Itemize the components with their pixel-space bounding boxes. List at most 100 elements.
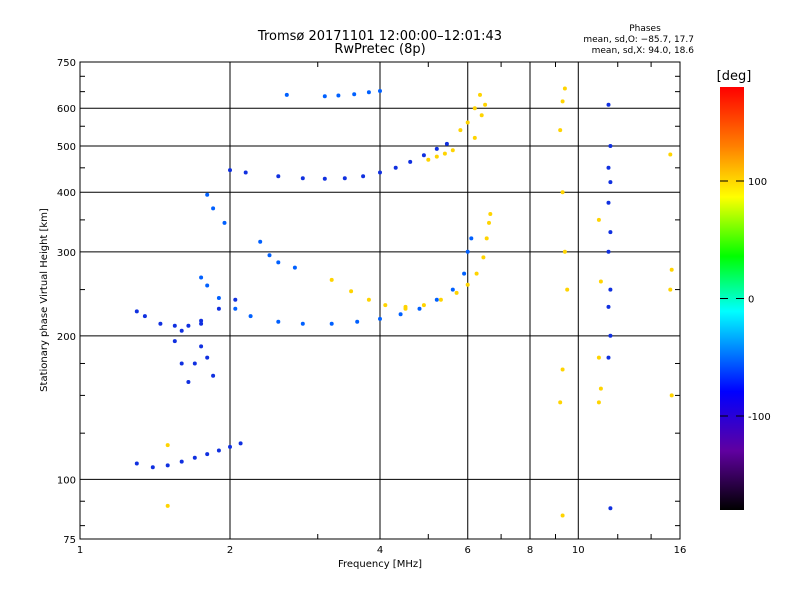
data-point [458, 128, 463, 133]
data-point [292, 265, 297, 270]
y-tick-label: 75 [63, 535, 76, 546]
x-tick-label: 4 [377, 545, 383, 556]
data-point [606, 355, 611, 360]
data-point [366, 90, 371, 95]
y-axis-label: Stationary phase Virtual Height [km] [39, 208, 50, 392]
x-axis-label: Frequency [MHz] [338, 559, 422, 570]
data-point [487, 220, 491, 225]
data-point [608, 333, 613, 338]
data-point [608, 506, 613, 511]
data-point [465, 120, 470, 125]
data-point [488, 212, 493, 216]
data-point [408, 159, 413, 164]
data-point [434, 297, 439, 302]
data-point [243, 170, 248, 175]
data-point [165, 463, 170, 468]
y-tick-label: 500 [57, 142, 76, 153]
data-point [284, 92, 289, 97]
data-point [186, 323, 191, 328]
x-tick-label: 2 [227, 545, 233, 556]
plot-frame [79, 61, 681, 540]
data-point [233, 306, 238, 311]
stats-heading: Phases [629, 24, 661, 34]
chart-subtitle: RwPretec (8p) [334, 42, 425, 57]
data-point [258, 239, 263, 244]
data-point [349, 289, 354, 294]
data-point [134, 309, 139, 314]
x-tick-label: 1 [77, 545, 83, 556]
data-point [598, 279, 603, 284]
data-point [165, 443, 170, 448]
data-point [300, 176, 305, 181]
data-point [417, 306, 422, 311]
data-point [267, 253, 272, 258]
y-tick-label: 300 [57, 248, 76, 259]
data-point [606, 304, 611, 309]
data-point [158, 321, 163, 326]
data-point [383, 303, 388, 308]
data-point [378, 89, 382, 93]
data-point [669, 267, 674, 272]
data-point [596, 217, 601, 222]
data-point [165, 503, 170, 508]
data-point [558, 128, 563, 133]
x-tick-label: 8 [527, 545, 533, 556]
data-point [398, 312, 403, 317]
data-point [205, 283, 210, 288]
data-point [276, 174, 281, 179]
data-point [598, 386, 603, 391]
data-point [465, 249, 470, 254]
data-point [352, 92, 357, 97]
data-point [606, 165, 611, 170]
y-tick-label: 750 [57, 58, 76, 69]
data-point [608, 287, 613, 292]
data-point [361, 174, 366, 179]
stats-o-mode: mean, sd,O: −85.7, 17.7 [583, 35, 694, 45]
data-point [336, 93, 341, 98]
data-point [596, 400, 601, 405]
colorbar-label: [deg] [717, 69, 752, 84]
data-point [211, 206, 216, 211]
data-point [172, 323, 177, 328]
data-point [199, 275, 204, 280]
data-point [228, 444, 232, 449]
data-point [276, 319, 281, 324]
data-point [211, 373, 216, 378]
data-point [222, 220, 227, 225]
data-point [216, 306, 221, 311]
data-point [172, 339, 177, 344]
data-point [179, 459, 184, 464]
data-point [205, 355, 210, 360]
data-point [421, 303, 426, 308]
data-point [560, 513, 565, 518]
x-tick-label: 10 [572, 545, 585, 556]
data-point [329, 321, 334, 326]
data-point [434, 154, 439, 159]
data-point [179, 328, 184, 333]
data-point [479, 113, 484, 118]
y-tick-label: 600 [57, 104, 76, 115]
data-point [438, 297, 443, 302]
data-point [562, 249, 567, 254]
data-point [393, 165, 398, 170]
data-point [668, 152, 673, 157]
data-point [276, 260, 281, 265]
data-point [233, 297, 238, 302]
data-point [562, 86, 567, 91]
colorbar-tick-label: -100 [748, 412, 771, 423]
data-point [426, 157, 431, 162]
data-point [192, 455, 197, 460]
data-point [134, 461, 139, 466]
data-point [322, 176, 327, 181]
data-point [669, 393, 674, 398]
data-point [444, 141, 449, 146]
colorbar-ticks: 100 0 -100 [720, 177, 771, 423]
data-point [478, 92, 482, 97]
data-point [668, 287, 673, 292]
data-point [608, 180, 613, 185]
data-point [378, 170, 382, 175]
data-point [238, 441, 243, 446]
data-point [322, 94, 327, 99]
data-point [216, 296, 221, 300]
